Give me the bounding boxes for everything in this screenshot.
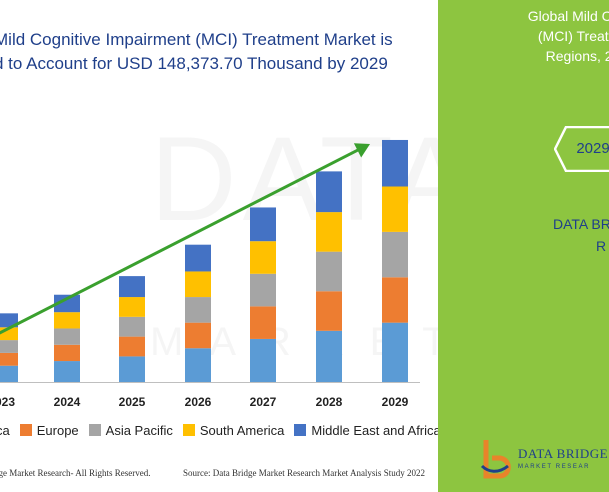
chart-title-line1: Mild Cognitive Impairment (MCI) Treatmen… bbox=[0, 30, 393, 49]
legend-label: Europe bbox=[36, 422, 79, 438]
bar-segment-2026-3 bbox=[185, 271, 211, 298]
bar-segment-2024-0 bbox=[54, 361, 80, 382]
bar-segment-2025-1 bbox=[119, 336, 145, 357]
bar-segment-023-4 bbox=[0, 313, 18, 328]
side-panel-backdrop bbox=[438, 0, 609, 492]
bar-segment-2024-1 bbox=[54, 344, 80, 362]
bar-segment-2025-0 bbox=[119, 356, 145, 382]
bar-segment-023-1 bbox=[0, 352, 18, 366]
legend-swatch bbox=[88, 424, 101, 436]
x-tick-label: 2024 bbox=[54, 395, 81, 409]
year-hexagon: 2029 bbox=[553, 125, 609, 173]
x-tick-label: 2027 bbox=[250, 395, 277, 409]
chart-title-line2: d to Account for USD 148,373.70 Thousand… bbox=[0, 54, 388, 73]
bar-segment-2028-1 bbox=[316, 291, 342, 331]
side-title-line2: (MCI) Treatme bbox=[537, 28, 609, 44]
legend-item: Middle East and Africa bbox=[294, 422, 441, 438]
bar-segment-2028-2 bbox=[316, 251, 342, 292]
bar-segment-023-0 bbox=[0, 365, 18, 382]
bar-segment-023-2 bbox=[0, 340, 18, 353]
bar-segment-2029-4 bbox=[382, 139, 408, 187]
x-tick-label: 2026 bbox=[185, 395, 212, 409]
bar-segment-2026-2 bbox=[185, 297, 211, 323]
bar-segment-2025-2 bbox=[119, 316, 145, 337]
bar-segment-2024-4 bbox=[54, 294, 80, 313]
side-sub-line1: DATA BR bbox=[553, 216, 609, 232]
side-panel-title: Global Mild Cogni (MCI) Treatme Regions,… bbox=[438, 6, 609, 66]
logo-name: DATA BRIDGE bbox=[518, 446, 609, 461]
legend-label: Asia Pacific bbox=[105, 422, 173, 438]
x-tick-label: 023 bbox=[0, 395, 15, 409]
legend-swatch bbox=[182, 424, 195, 436]
x-tick-label: 2028 bbox=[316, 395, 343, 409]
bar-segment-2026-0 bbox=[185, 348, 211, 382]
side-panel-subtitle: DATA BR R bbox=[553, 213, 609, 257]
trend-arrow-line bbox=[0, 146, 363, 335]
legend-item: Asia Pacific bbox=[88, 422, 173, 438]
bar-segment-2027-3 bbox=[250, 241, 276, 274]
legend-item: South America bbox=[182, 422, 285, 438]
bar-segment-2025-4 bbox=[119, 276, 145, 298]
bar-segment-2029-0 bbox=[382, 322, 408, 382]
bar-segment-2024-3 bbox=[54, 312, 80, 329]
legend-item: ca bbox=[0, 423, 10, 438]
bar-segment-2028-4 bbox=[316, 171, 342, 213]
bar-segment-2026-1 bbox=[185, 322, 211, 349]
source-footer: Source: Data Bridge Market Research Mark… bbox=[183, 468, 425, 478]
legend-label: ca bbox=[0, 422, 10, 438]
side-title-line1: Global Mild Cogni bbox=[527, 8, 609, 24]
bar-segment-2026-4 bbox=[185, 244, 211, 272]
bar-segment-2029-3 bbox=[382, 186, 408, 232]
legend-label: South America bbox=[199, 422, 285, 438]
side-panel-fill bbox=[438, 0, 609, 492]
hexagon-icon bbox=[553, 125, 609, 173]
copyright-footer: dge Market Research- All Rights Reserved… bbox=[0, 468, 151, 478]
bar-segment-2024-2 bbox=[54, 328, 80, 345]
side-sub-line2: R bbox=[596, 238, 607, 254]
hexagon-year-label: 2029 bbox=[576, 140, 609, 157]
x-tick-label: 2029 bbox=[382, 395, 409, 409]
bar-segment-2029-2 bbox=[382, 231, 408, 278]
chart-title: Mild Cognitive Impairment (MCI) Treatmen… bbox=[0, 28, 414, 76]
bar-segment-2027-2 bbox=[250, 273, 276, 307]
legend-item: Europe bbox=[19, 422, 79, 438]
stacked-bar-chart: 023 2024 2025 2026 2027 2028 2029 bbox=[0, 139, 420, 409]
side-title-line3: Regions, 20 bbox=[545, 48, 609, 64]
bar-segment-2027-1 bbox=[250, 306, 276, 339]
legend-swatch bbox=[19, 424, 32, 436]
x-tick-label: 2025 bbox=[119, 395, 146, 409]
bar-segment-2029-1 bbox=[382, 277, 408, 323]
legend-swatch bbox=[294, 424, 307, 436]
chart-legend: ca Europe Asia Pacific South America Middle … bbox=[0, 421, 451, 439]
bar-segment-2028-3 bbox=[316, 212, 342, 252]
logo-mark-icon bbox=[480, 440, 511, 479]
bar-segment-2028-0 bbox=[316, 330, 342, 382]
bar-segment-2027-4 bbox=[250, 207, 276, 242]
bar-segment-2027-0 bbox=[250, 338, 276, 382]
legend-label: Middle East and Africa bbox=[311, 422, 441, 438]
logo-subtitle: MARKET RESEAR bbox=[518, 464, 591, 470]
bar-segment-2025-3 bbox=[119, 297, 145, 317]
data-bridge-logo: DATA BRIDGE MARKET RESEAR bbox=[478, 434, 609, 484]
trend-arrow-head bbox=[353, 143, 370, 158]
side-panel: Global Mild Cogni (MCI) Treatme Regions,… bbox=[438, 0, 609, 492]
